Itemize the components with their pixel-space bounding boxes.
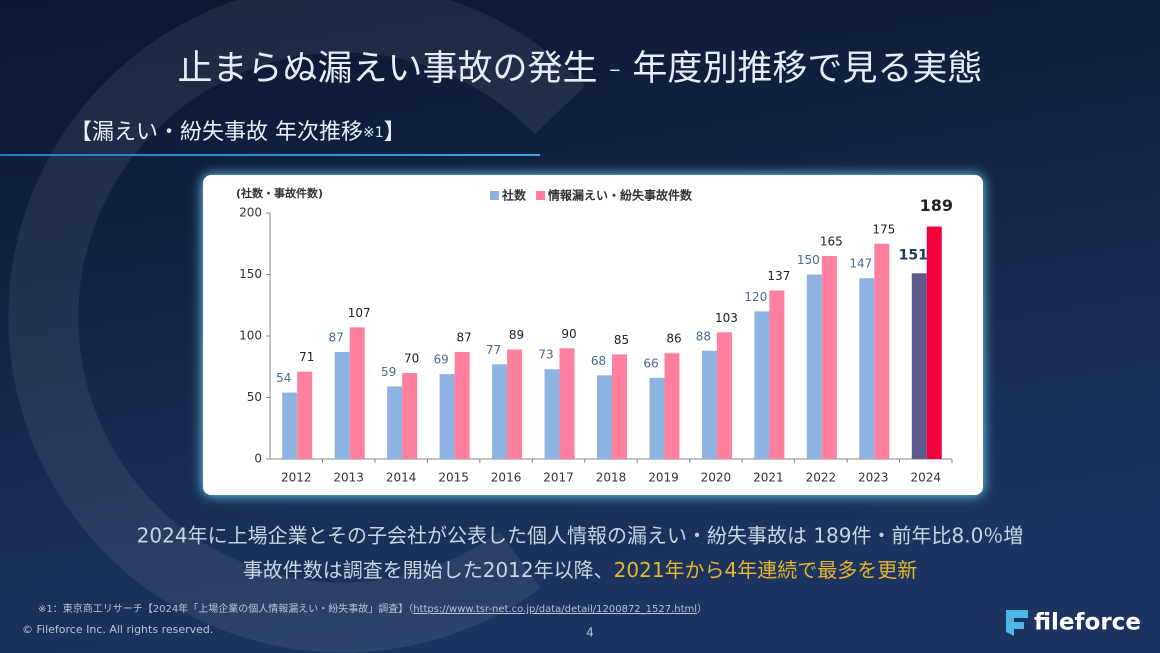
data-label: 71: [299, 350, 314, 364]
data-label: 87: [329, 330, 344, 344]
legend-label: 情報漏えい・紛失事故件数: [548, 188, 693, 203]
bar: [874, 243, 890, 459]
x-tick-label: 2018: [596, 471, 627, 485]
data-label: 73: [538, 348, 553, 362]
y-tick-label: 100: [239, 329, 262, 343]
data-label: 107: [348, 306, 371, 320]
y-tick-label: 50: [247, 390, 262, 404]
data-label: 189: [920, 196, 953, 215]
x-tick-label: 2022: [806, 471, 837, 485]
bar: [716, 332, 732, 459]
bar: [402, 372, 418, 459]
bar: [612, 354, 627, 459]
bar: [821, 256, 837, 459]
legend-label: 社数: [501, 188, 527, 203]
data-label: 120: [744, 290, 767, 304]
data-label: 87: [456, 330, 471, 344]
data-label: 70: [404, 351, 419, 365]
footnote-source: ※1：東京商工リサーチ【2024年「上場企業の個人情報漏えい・紛失事故」調査】（: [38, 602, 413, 615]
slide-title: 止まらぬ漏えい事故の発生 - 年度別推移で見る実態: [178, 49, 983, 89]
x-tick-label: 2015: [438, 471, 469, 485]
bar: [387, 386, 403, 459]
bar: [492, 364, 508, 459]
chart: (社数・事故件数) 0 50 100 150 200 社数 情報漏えい・紛失事故件数 2012…: [236, 186, 953, 485]
x-tick-label: 2024: [910, 471, 941, 485]
bar: [439, 374, 455, 459]
bar: [769, 290, 785, 459]
body-plain: 事故件数は調査を開始した2012年以降、: [243, 558, 614, 582]
subtitle-main: 【漏えい・紛失事故 年次推移: [70, 120, 363, 145]
x-tick-label: 2021: [753, 471, 784, 485]
legend-swatch: [536, 191, 546, 200]
data-label: 90: [561, 327, 576, 341]
bar: [806, 274, 822, 459]
bar: [334, 351, 350, 459]
x-tick-label: 2014: [386, 471, 417, 485]
data-label: 86: [666, 332, 681, 346]
data-label: 88: [696, 329, 711, 343]
bar: [559, 348, 575, 459]
data-label: 103: [715, 311, 738, 325]
data-label: 54: [276, 371, 291, 385]
bar: [349, 327, 365, 459]
x-tick-label: 2023: [858, 471, 889, 485]
data-label: 85: [614, 333, 629, 347]
data-label: 137: [767, 269, 790, 283]
x-tick-label: 2017: [543, 471, 574, 485]
bar: [926, 226, 942, 459]
data-label: 68: [591, 354, 606, 368]
bar: [544, 369, 560, 459]
bar: [454, 351, 470, 459]
body-line-2: 事故件数は調査を開始した2012年以降、2021年から4年連続で最多を更新: [243, 558, 918, 582]
logo-icon: [1006, 610, 1028, 636]
footnote: ※1：東京商工リサーチ【2024年「上場企業の個人情報漏えい・紛失事故」調査】（…: [38, 602, 707, 615]
x-tick-label: 2016: [491, 471, 522, 485]
y-tick-label: 200: [239, 206, 262, 220]
bar: [597, 375, 612, 459]
data-label: 89: [509, 328, 524, 342]
data-label: 59: [381, 365, 396, 379]
page-number: 4: [586, 626, 594, 640]
bar: [664, 353, 680, 459]
subtitle-close: 】: [384, 120, 406, 145]
subtitle-rule: [0, 154, 540, 156]
body-line-1: 2024年に上場企業とその子会社が公表した個人情報の漏えい・紛失事故は 189件…: [137, 524, 1024, 548]
body-highlight: 2021年から4年連続で最多を更新: [614, 558, 918, 582]
data-label: 150: [797, 253, 820, 267]
subtitle-note: ※1: [363, 125, 384, 141]
bar: [297, 371, 313, 459]
y-axis-title: (社数・事故件数): [236, 186, 323, 200]
data-label: 175: [872, 222, 895, 236]
data-label: 69: [433, 353, 448, 367]
logo-text: fileforce: [1034, 610, 1141, 636]
footnote-close: ）: [697, 603, 707, 615]
data-label: 77: [486, 343, 501, 357]
bar: [507, 349, 523, 459]
logo: fileforce: [1006, 610, 1141, 636]
x-tick-label: 2012: [281, 471, 312, 485]
bar: [911, 273, 927, 459]
bar: [754, 311, 770, 459]
data-label: 165: [820, 235, 843, 249]
x-tick-label: 2013: [333, 471, 364, 485]
data-label: 147: [849, 257, 872, 271]
subtitle: 【漏えい・紛失事故 年次推移※1】: [70, 120, 406, 145]
y-tick-label: 150: [239, 267, 262, 281]
bar: [859, 278, 875, 459]
bar: [701, 350, 717, 459]
data-label: 151: [899, 247, 928, 263]
data-label: 66: [643, 356, 658, 370]
legend-swatch: [490, 191, 499, 200]
bar: [649, 377, 665, 459]
x-tick-label: 2019: [648, 471, 679, 485]
copyright: © Fileforce Inc. All rights reserved.: [22, 623, 213, 636]
bar: [282, 392, 298, 459]
footnote-url[interactable]: https://www.tsr-net.co.jp/data/detail/12…: [413, 604, 697, 615]
y-tick-label: 0: [254, 452, 262, 466]
x-tick-label: 2020: [701, 471, 732, 485]
